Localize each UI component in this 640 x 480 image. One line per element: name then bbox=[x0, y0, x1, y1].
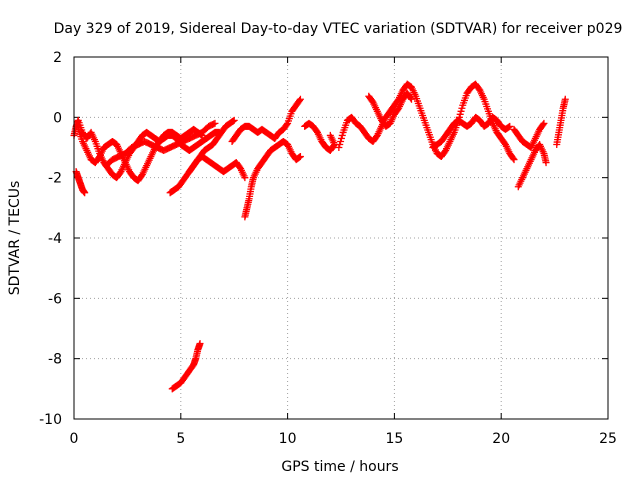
series-arc-l bbox=[365, 89, 415, 130]
series-arc-o bbox=[510, 119, 548, 151]
chart-title: Day 329 of 2019, Sidereal Day-to-day VTE… bbox=[54, 21, 623, 37]
data-point bbox=[335, 144, 343, 151]
data-point bbox=[81, 189, 89, 197]
data-point bbox=[241, 174, 249, 182]
x-tick-label: 15 bbox=[385, 431, 403, 447]
y-tick-label: -8 bbox=[48, 352, 62, 368]
series-arc-h bbox=[241, 137, 304, 221]
y-tick-label: -6 bbox=[48, 291, 62, 307]
series-arc-i bbox=[228, 95, 304, 145]
y-tick-label: -10 bbox=[39, 412, 62, 428]
data-point bbox=[196, 340, 204, 348]
data-point bbox=[337, 134, 345, 142]
y-tick-label: -4 bbox=[48, 231, 62, 247]
x-tick-label: 20 bbox=[492, 431, 510, 447]
data-point bbox=[542, 159, 550, 167]
series-arc-m bbox=[429, 113, 514, 151]
series-arc-g bbox=[168, 340, 204, 393]
series-arc-j bbox=[301, 119, 339, 155]
data-point bbox=[296, 95, 304, 103]
series-arc-b bbox=[74, 125, 206, 185]
x-tick-label: 25 bbox=[599, 431, 617, 447]
data-point bbox=[457, 107, 465, 115]
data-point bbox=[540, 119, 548, 127]
data-point bbox=[338, 131, 346, 139]
series-arc-n bbox=[514, 140, 550, 191]
series-arc-e bbox=[185, 153, 249, 182]
series-arc-p bbox=[553, 95, 569, 148]
y-axis-label: SDTVAR / TECUs bbox=[7, 181, 23, 296]
data-point bbox=[407, 95, 415, 103]
data-point bbox=[336, 140, 344, 148]
data-point bbox=[283, 121, 291, 129]
y-axis-ticks: 2 0 -2 -4 -6 -8 -10 bbox=[39, 50, 608, 428]
data-point bbox=[211, 119, 219, 127]
x-tick-label: 0 bbox=[70, 431, 79, 447]
data-point bbox=[456, 110, 464, 118]
y-tick-label: 0 bbox=[53, 110, 62, 126]
data-point bbox=[506, 122, 514, 130]
data-point bbox=[407, 94, 415, 102]
data-point bbox=[326, 131, 334, 139]
x-tick-label: 5 bbox=[176, 431, 185, 447]
plot-frame bbox=[73, 56, 609, 420]
data-point bbox=[509, 154, 517, 162]
series-arc-f bbox=[72, 168, 89, 197]
data-point bbox=[230, 116, 238, 124]
data-point bbox=[296, 96, 304, 104]
data-point bbox=[561, 95, 569, 103]
y-tick-label: 2 bbox=[53, 50, 62, 66]
x-axis-label: GPS time / hours bbox=[281, 459, 398, 475]
series-arc-k bbox=[335, 80, 518, 164]
grid bbox=[74, 57, 608, 419]
data-point bbox=[337, 137, 345, 145]
x-tick-label: 10 bbox=[279, 431, 297, 447]
data-point bbox=[458, 104, 466, 112]
data-points bbox=[70, 80, 569, 393]
series-arc-c bbox=[102, 119, 219, 170]
data-point bbox=[539, 121, 547, 129]
data-point bbox=[296, 153, 304, 161]
data-point bbox=[510, 156, 518, 164]
y-tick-label: -2 bbox=[48, 171, 62, 187]
